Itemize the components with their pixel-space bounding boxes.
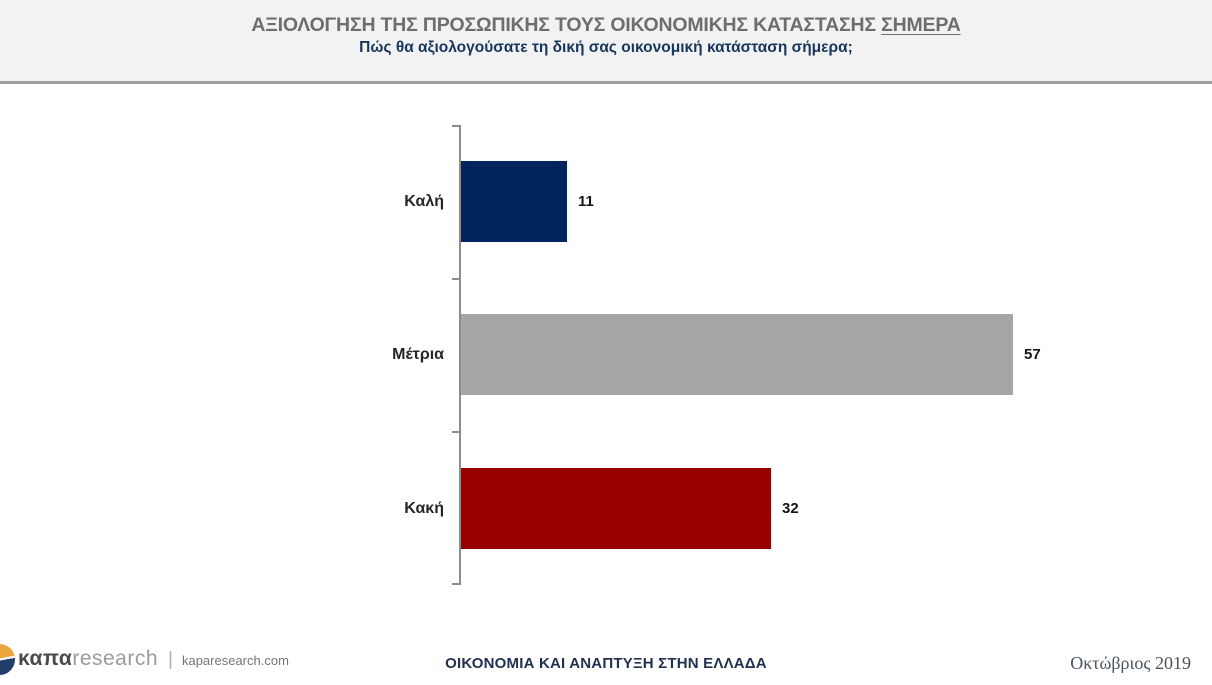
axis-tick xyxy=(452,583,459,585)
kapa-research-logo: καπα research | kaparesearch.com xyxy=(0,641,289,677)
logo-circle-shape xyxy=(0,643,15,675)
bar-kaki xyxy=(461,468,771,549)
footer-date: Οκτώβριος 2019 xyxy=(1070,653,1191,673)
logo-separator: | xyxy=(168,649,173,670)
logo-text-research: research xyxy=(72,647,159,670)
y-axis-line xyxy=(459,125,461,585)
logo-wordmark: καπα research | kaparesearch.com xyxy=(18,647,289,671)
category-label: Καλή xyxy=(404,192,444,210)
bar-row-kali: Καλή 11 xyxy=(0,125,1212,278)
category-label: Μέτρια xyxy=(392,345,444,363)
category-label: Κακή xyxy=(404,499,444,517)
bar-row-metria: Μέτρια 57 xyxy=(0,278,1212,431)
axis-tick xyxy=(452,431,459,433)
bar-kali xyxy=(461,161,567,242)
value-label: 11 xyxy=(578,193,594,210)
chart-title: ΑΞΙΟΛΟΓΗΣΗ ΤΗΣ ΠΡΟΣΩΠΙΚΗΣ ΤΟΥΣ ΟΙΚΟΝΟΜΙΚ… xyxy=(0,13,1212,37)
chart-header: ΑΞΙΟΛΟΓΗΣΗ ΤΗΣ ΠΡΟΣΩΠΙΚΗΣ ΤΟΥΣ ΟΙΚΟΝΟΜΙΚ… xyxy=(0,0,1212,84)
axis-tick xyxy=(452,278,459,280)
axis-tick xyxy=(452,125,459,127)
value-label: 32 xyxy=(782,500,799,517)
chart-subtitle: Πώς θα αξιολογούσατε τη δική σας οικονομ… xyxy=(359,39,853,56)
bar-chart: Καλή 11 Μέτρια 57 Κακή 32 xyxy=(0,125,1212,585)
chart-title-main: ΑΞΙΟΛΟΓΗΣΗ ΤΗΣ ΠΡΟΣΩΠΙΚΗΣ ΤΟΥΣ ΟΙΚΟΝΟΜΙΚ… xyxy=(251,14,882,36)
value-label: 57 xyxy=(1024,346,1041,363)
bar-row-kaki: Κακή 32 xyxy=(0,432,1212,585)
bar-metria xyxy=(461,314,1013,395)
chart-title-emphasis: ΣΗΜΕΡΑ xyxy=(881,14,961,36)
footer-section-title: ΟΙΚΟΝΟΜΙΑ ΚΑΙ ΑΝΑΠΤΥΞΗ ΣΤΗΝ ΕΛΛΑΔΑ xyxy=(445,655,767,672)
logo-text-kapa: καπα xyxy=(18,647,73,670)
kapa-logo-icon xyxy=(0,643,15,675)
website-text: kaparesearch.com xyxy=(181,653,289,668)
